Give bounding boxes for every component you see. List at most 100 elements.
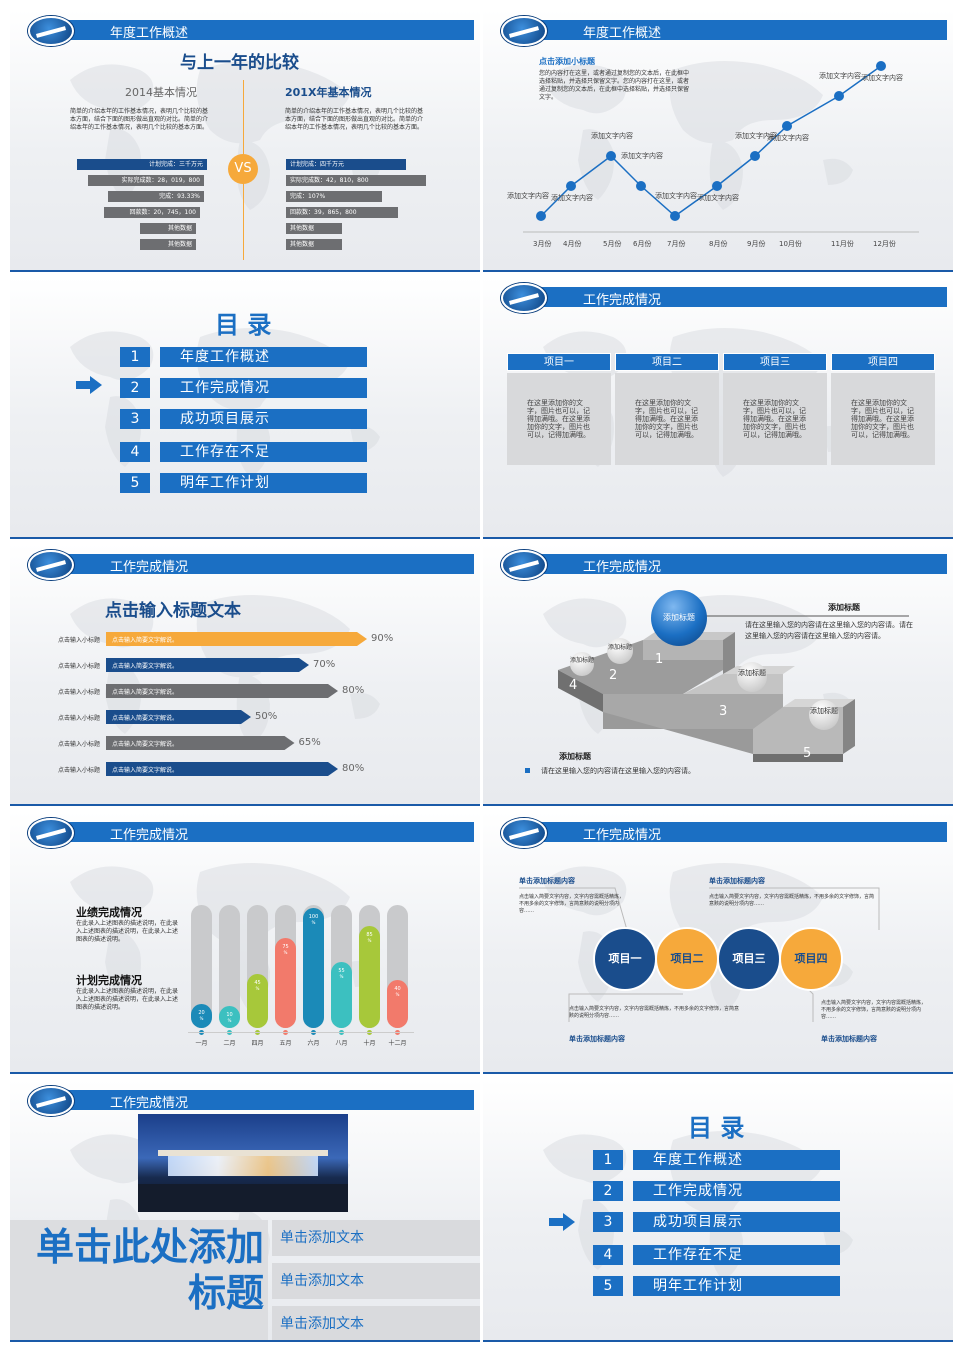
- point-label-7: 添加文字内容: [735, 131, 777, 140]
- project-header: 项目四: [831, 353, 935, 371]
- toc-item-3[interactable]: 成功项目展示: [160, 409, 367, 429]
- toc-num-1[interactable]: 1: [120, 347, 150, 367]
- project-circle-1[interactable]: 项目一: [593, 927, 657, 991]
- point-label-1: 添加文字内容: [507, 191, 549, 200]
- description: 您的内容打在这里，或者通过复制您的文本后，在此框中选择粘贴，并选择只保留文字。您…: [539, 70, 690, 101]
- slide-6[interactable]: 工作完成情况 添加标题 添加标题 添加标题 添加标题 添加标题 1 2 3 4 …: [483, 544, 953, 806]
- data-point-9: [834, 91, 844, 101]
- row-label-6: 点击输入小标题: [58, 767, 101, 774]
- tick-label-4: 五月: [279, 1040, 292, 1047]
- data-point-8: [782, 121, 792, 131]
- tick-label-2: 二月: [223, 1040, 236, 1047]
- tick-label-9: 11月份: [831, 239, 854, 248]
- project-circle-2[interactable]: 项目二: [655, 927, 719, 991]
- toc-num-2[interactable]: 2: [120, 378, 150, 398]
- slide-7[interactable]: 工作完成情况 业绩完成情况 在此录入上述图表的描述说明，在此录入上述图表的描述说…: [10, 812, 480, 1074]
- bar-value-8: 40: [394, 986, 401, 992]
- tl-text: 点击输入简要文字内容，文字内容需概括精炼，不用多余的文字修饰，言简意赅的说明分项…: [519, 894, 625, 914]
- axis-line: [188, 1032, 414, 1033]
- toc-num-3[interactable]: 3: [120, 409, 150, 429]
- row-percent-4: 50%: [255, 711, 278, 722]
- bar-track-3: 45%: [247, 905, 268, 1028]
- toc-item-1[interactable]: 年度工作概述: [633, 1150, 840, 1170]
- globe-logo-icon: [501, 550, 547, 580]
- bar-track-5: 100%: [303, 905, 324, 1028]
- toc-item-5[interactable]: 明年工作计划: [633, 1276, 840, 1296]
- tr-text: 点击输入简要文字内容，文字内容需概括精炼，不用多余的文字修饰，言简意赅的说明分项…: [709, 894, 875, 907]
- step-4: 4: [569, 678, 578, 693]
- tick-label-8: 10月份: [779, 239, 802, 248]
- toc-num-2[interactable]: 2: [593, 1181, 623, 1201]
- header-title: 年度工作概述: [110, 26, 189, 41]
- data-point-7: [750, 151, 760, 161]
- globe-logo-icon: [28, 818, 74, 848]
- toc-num-3[interactable]: 3: [593, 1212, 623, 1232]
- tick-label-5: 7月份: [667, 239, 685, 248]
- heading-2: 计划完成情况: [76, 974, 142, 987]
- project-circle-4[interactable]: 项目四: [779, 927, 843, 991]
- bar-track-8: 40%: [387, 905, 408, 1028]
- toc-item-2[interactable]: 工作完成情况: [633, 1181, 840, 1201]
- tr-title: 单击添加标题内容: [709, 877, 765, 885]
- project-column-2: 项目二 在这里添加你的文字，图片也可以，记得加满哦。在这里添加你的文字，图片也可以…: [615, 353, 719, 465]
- label-top: 添加标题: [828, 603, 860, 612]
- text-item-3[interactable]: 单击添加文本: [272, 1306, 480, 1340]
- toc-item-5[interactable]: 明年工作计划: [160, 473, 367, 493]
- row-text: 点击输入简要文字解说。: [112, 767, 179, 774]
- bar-track-4: 75%: [275, 905, 296, 1028]
- text-item-1[interactable]: 单击添加文本: [272, 1220, 480, 1256]
- right-desc: 简单的介绍本年的工作基本情况，表明几个比较的基本方面，结合下面的图形做出直观的对…: [285, 108, 424, 131]
- bullet-icon: [525, 768, 530, 773]
- right-bar-6: 其他数据: [286, 239, 342, 250]
- slide-header: 工作完成情况: [523, 287, 947, 308]
- series-line: [540, 65, 882, 217]
- slide-8[interactable]: 工作完成情况 单击添加标题内容 点击输入简要文字内容，文字内容需概括精炼，不用多…: [483, 812, 953, 1074]
- right-bar-4: 回款数：39，865，800: [286, 207, 398, 218]
- slide-10[interactable]: 目 录 1 年度工作概述 2 工作完成情况 3 成功项目展示 4 工作存在不足 5 明年工作计划: [483, 1080, 953, 1342]
- slide-9[interactable]: 工作完成情况 单击此处添加标题 单击添加文本 单击添加文本 单击添加文本: [10, 1080, 480, 1342]
- project-circle-3[interactable]: 项目三: [717, 927, 781, 991]
- toc-num-5[interactable]: 5: [120, 473, 150, 493]
- slide-3[interactable]: 目 录 1 年度工作概述 2 工作完成情况 3 成功项目展示 4 工作存在不足 5 明年工作计划: [10, 277, 480, 539]
- toc-num-4[interactable]: 4: [120, 442, 150, 462]
- subtitle: 点击添加小标题: [539, 57, 595, 66]
- project-text: 在这里添加你的文字，图片也可以，记得加满哦。在这里添加你的文字，图片也可以，记得…: [831, 373, 935, 465]
- line-chart: 添加文字内容 3月份 添加文字内容 4月份 添加文字内容 5月份 添加文字内容 6月份 添加文字…: [507, 61, 919, 248]
- toc-item-3[interactable]: 成功项目展示: [633, 1212, 840, 1232]
- slide-4[interactable]: 工作完成情况 项目一在这里添加你的文字，图片也可以，记得加满哦。在这里添加你的文…: [483, 277, 953, 539]
- project-header: 项目二: [615, 353, 719, 371]
- toc-num-1[interactable]: 1: [593, 1150, 623, 1170]
- left-bar-6: 其他数据: [140, 239, 196, 250]
- left-bar-2: 实际完成数：28，019，800: [88, 175, 204, 186]
- text-item-2[interactable]: 单击添加文本: [272, 1263, 480, 1299]
- right-title: 201X年基本情况: [285, 86, 372, 99]
- toc-item-4[interactable]: 工作存在不足: [633, 1245, 840, 1265]
- toc-item-2[interactable]: 工作完成情况: [160, 378, 367, 398]
- toc-num-4[interactable]: 4: [593, 1245, 623, 1265]
- tick-label-8: 十二月: [388, 1040, 407, 1047]
- header-title: 工作完成情况: [110, 828, 189, 843]
- toc-item-4[interactable]: 工作存在不足: [160, 442, 367, 462]
- toc-item-1[interactable]: 年度工作概述: [160, 347, 367, 367]
- bar-unit-6: %: [339, 974, 344, 979]
- project-column-4: 项目四在这里添加你的文字，图片也可以，记得加满哦。在这里添加你的文字，图片也可以…: [831, 353, 935, 465]
- slide-2[interactable]: 年度工作概述 点击添加小标题 您的内容打在这里，或者通过复制您的文本后，在此框中…: [483, 10, 953, 272]
- desc-1: 在此录入上述图表的描述说明，在此录入上述图表的描述说明，在此录入上述图表的描述说…: [76, 920, 179, 943]
- bar-6: 55%: [331, 962, 352, 1028]
- point-label-9: 添加文字内容: [819, 71, 861, 80]
- globe-logo-icon: [501, 16, 547, 46]
- point-label-2: 添加文字内容: [551, 193, 593, 202]
- slide-1[interactable]: 年度工作概述 与上一年的比较 2014基本情况 201X年基本情况 简单的介绍本…: [10, 10, 480, 272]
- main-ball: 添加标题: [651, 590, 707, 646]
- slide-5[interactable]: 工作完成情况 点击输入标题文本 点击输入小标题 点击输入简要文字解说。 90% 点击输…: [10, 544, 480, 806]
- tick-label-1: 一月: [195, 1040, 208, 1047]
- toc-num-5[interactable]: 5: [593, 1276, 623, 1296]
- project-header: 项目一: [507, 353, 611, 371]
- tick-label-7: 9月份: [747, 239, 765, 248]
- toc-title: 目 录: [688, 1114, 745, 1142]
- project-text: 在这里添加你的文字，图片也可以，记得加满哦。在这里添加你的文字，图片也可以，记得…: [507, 373, 611, 465]
- step-3: 3: [719, 704, 728, 719]
- br-text: 点击输入简要文字内容，文字内容需概括精炼，不用多余的文字修饰，言简意赅的说明分项…: [821, 1000, 927, 1020]
- slide-header: 工作完成情况: [523, 822, 947, 843]
- slide-header: 年度工作概述: [523, 20, 947, 41]
